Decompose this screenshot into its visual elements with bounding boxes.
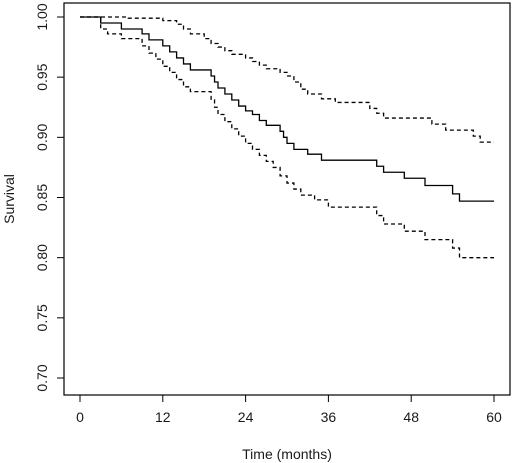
x-tick-label: 12 [155, 409, 171, 425]
x-tick-label: 60 [486, 409, 502, 425]
x-axis-title: Time (months) [242, 446, 332, 462]
upper-ci-line [80, 16, 494, 143]
x-tick-label: 48 [403, 409, 419, 425]
y-axis-title: Survival [1, 174, 17, 224]
x-tick-label: 0 [76, 409, 84, 425]
x-tick-label: 36 [321, 409, 337, 425]
y-tick-label: 0.80 [34, 244, 50, 271]
plot-frame [63, 2, 511, 396]
y-tick-label: 1.00 [34, 3, 50, 30]
y-tick-label: 0.85 [34, 184, 50, 211]
lower-ci-line [80, 16, 494, 259]
y-tick-label: 0.70 [34, 364, 50, 391]
y-axis: 0.70 0.75 0.80 0.85 0.90 0.95 1.00 [34, 3, 65, 392]
y-tick-label: 0.90 [34, 123, 50, 150]
x-axis: 0 12 24 36 48 60 [76, 394, 502, 425]
survival-line [80, 16, 494, 202]
x-tick-label: 24 [238, 409, 254, 425]
series-layer [80, 16, 494, 259]
y-tick-label: 0.95 [34, 63, 50, 90]
y-tick-label: 0.75 [34, 304, 50, 331]
